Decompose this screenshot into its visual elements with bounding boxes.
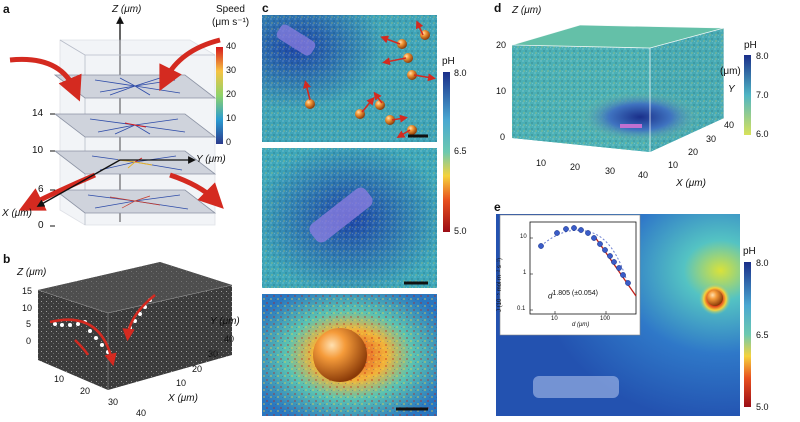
b-x-tick-30: 30 bbox=[108, 397, 119, 407]
a-axis-z: Z (μm) bbox=[112, 4, 142, 15]
panel-label-a: a bbox=[3, 2, 10, 16]
speed-colorbar bbox=[216, 47, 223, 144]
e-colorbar-title: pH bbox=[743, 246, 756, 257]
d-x-tick-20: 20 bbox=[570, 162, 581, 172]
inset-x-tick-100: 100 bbox=[600, 316, 611, 322]
c-colorbar-title: pH bbox=[442, 56, 455, 67]
b-axis-x: X (μm) bbox=[168, 393, 198, 404]
d-colorbar-tick-8: 8.0 bbox=[756, 51, 769, 61]
b-z-tick-0: 0 bbox=[26, 336, 32, 346]
panel-label-d: d bbox=[494, 1, 502, 15]
d-axis-y: Y bbox=[728, 84, 735, 95]
d-y-tick-30: 30 bbox=[706, 134, 717, 144]
a-colorbar-title-2: (μm s⁻¹) bbox=[212, 17, 250, 28]
d-colorbar-tick-7: 7.0 bbox=[756, 90, 769, 100]
a-colorbar-tick-0: 0 bbox=[226, 137, 232, 147]
d-colorbar-tick-6: 6.0 bbox=[756, 129, 769, 139]
inset-plot bbox=[499, 214, 641, 336]
d-z-tick-10: 10 bbox=[496, 86, 507, 96]
ph-colorbar-d bbox=[744, 55, 751, 135]
d-x-tick-40: 40 bbox=[638, 170, 649, 180]
inset-ylabel: J (10⁻⁵ mol m⁻² s⁻¹) bbox=[497, 258, 503, 312]
d-y-tick-10: 10 bbox=[668, 160, 679, 170]
inset-annotation: d1.805 (±0.054) bbox=[548, 290, 598, 301]
b-y-tick-40: 40 bbox=[224, 334, 235, 344]
a-tick-0: 0 bbox=[38, 220, 44, 231]
b-y-tick-20: 20 bbox=[192, 364, 203, 374]
a-colorbar-tick-20: 20 bbox=[226, 89, 237, 99]
c1-particles bbox=[305, 30, 430, 135]
panel-b-graphic bbox=[37, 262, 233, 390]
inset-annotation-base: d bbox=[548, 291, 553, 301]
b-x-tick-10: 10 bbox=[54, 374, 65, 384]
d-z-tick-0: 0 bbox=[500, 132, 506, 142]
c-colorbar-tick-8: 8.0 bbox=[454, 68, 467, 78]
panel-e-graphic bbox=[496, 214, 751, 416]
a-axis-y: Y (μm) bbox=[196, 154, 226, 165]
b-axis-y: Y (μm) bbox=[210, 316, 240, 327]
inset-y-tick-10: 10 bbox=[520, 234, 527, 240]
a-tick-10: 10 bbox=[32, 145, 44, 156]
a-tick-14: 14 bbox=[32, 108, 44, 119]
d-axis-z: Z (μm) bbox=[512, 5, 542, 16]
a-axis-x: X (μm) bbox=[2, 208, 32, 219]
inset-y-tick-0-1: 0.1 bbox=[517, 306, 526, 312]
inset-x-tick-10: 10 bbox=[551, 316, 558, 322]
flow-slice-6 bbox=[53, 189, 217, 214]
panel-a-graphic bbox=[9, 16, 224, 227]
d-z-tick-20: 20 bbox=[496, 40, 507, 50]
inset-xlabel: d (μm) bbox=[572, 322, 590, 328]
d-axis-y-unit: (μm) bbox=[720, 66, 741, 77]
d-y-tick-20: 20 bbox=[688, 147, 699, 157]
panel-label-b: b bbox=[3, 252, 11, 266]
d-axis-x: X (μm) bbox=[676, 178, 706, 189]
panel-d-graphic bbox=[511, 24, 751, 152]
flow-slice-14 bbox=[53, 113, 217, 138]
d-x-tick-10: 10 bbox=[536, 158, 547, 168]
b-x-tick-20: 20 bbox=[80, 386, 91, 396]
d-colorbar-title: pH bbox=[744, 40, 757, 51]
panel-label-e: e bbox=[494, 200, 501, 214]
e-colorbar-tick-5: 5.0 bbox=[756, 402, 769, 412]
inset-annotation-exponent: 1.805 (±0.054) bbox=[552, 290, 598, 297]
ph-colorbar-c bbox=[443, 72, 450, 232]
panel-label-c: c bbox=[262, 1, 269, 15]
a-colorbar-tick-30: 30 bbox=[226, 65, 237, 75]
b-axis-z: Z (μm) bbox=[17, 267, 47, 278]
b-x-tick-40: 40 bbox=[136, 408, 147, 418]
a-tick-6: 6 bbox=[38, 184, 44, 195]
a-colorbar-title-1: Speed bbox=[216, 4, 245, 15]
panel-c-graphic bbox=[262, 15, 450, 416]
d-x-tick-30: 30 bbox=[605, 166, 616, 176]
c-colorbar-tick-5: 5.0 bbox=[454, 226, 467, 236]
d-y-tick-40: 40 bbox=[724, 120, 735, 130]
a-colorbar-tick-10: 10 bbox=[226, 113, 237, 123]
flow-slice-10 bbox=[53, 150, 217, 175]
b-y-tick-30: 30 bbox=[208, 349, 219, 359]
e-colorbar-tick-6-5: 6.5 bbox=[756, 330, 769, 340]
a-colorbar-tick-40: 40 bbox=[226, 41, 237, 51]
c-colorbar-tick-6-5: 6.5 bbox=[454, 146, 467, 156]
inset-data-points bbox=[538, 225, 631, 286]
b-z-tick-15: 15 bbox=[22, 286, 33, 296]
e-colorbar-tick-8: 8.0 bbox=[756, 258, 769, 268]
b-z-tick-5: 5 bbox=[26, 319, 32, 329]
b-z-tick-10: 10 bbox=[22, 303, 33, 313]
b-y-tick-10: 10 bbox=[176, 378, 187, 388]
ph-colorbar-e bbox=[744, 262, 751, 407]
inset-y-tick-1: 1 bbox=[523, 270, 527, 276]
